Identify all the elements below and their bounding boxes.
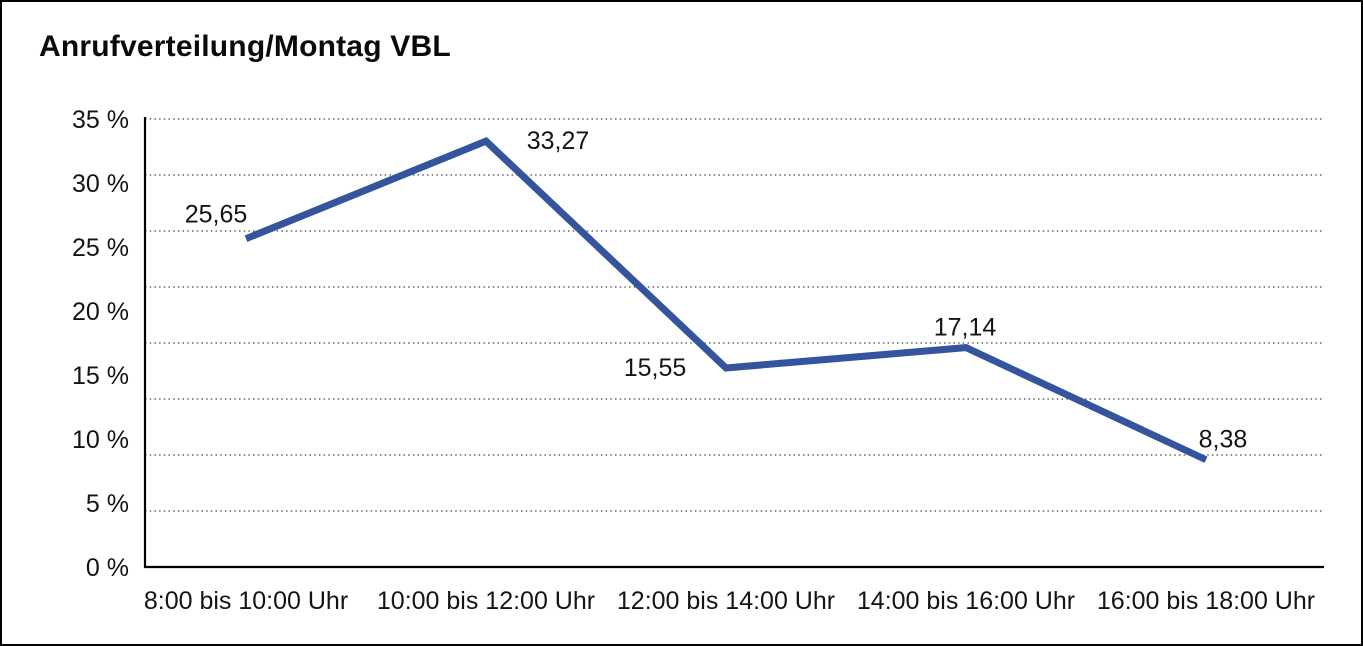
chart-title: Anrufverteilung/Montag VBL <box>39 30 451 63</box>
x-category-label: 16:00 bis 18:00 Uhr <box>1097 587 1315 615</box>
x-category-label: 10:00 bis 12:00 Uhr <box>377 587 595 615</box>
y-tick-label: 10 % <box>72 426 129 454</box>
x-category-label: 14:00 bis 16:00 Uhr <box>857 587 1075 615</box>
data-point-label: 8,38 <box>1199 426 1248 454</box>
data-point-label: 25,65 <box>185 201 248 229</box>
y-tick-label: 35 % <box>72 106 129 134</box>
y-tick-label: 15 % <box>72 362 129 390</box>
data-point-label: 33,27 <box>527 127 590 155</box>
data-series-line <box>244 137 1208 463</box>
y-tick-label: 25 % <box>72 234 129 262</box>
y-tick-label: 0 % <box>86 554 129 582</box>
data-point-label: 17,14 <box>934 314 997 342</box>
x-category-label: 8:00 bis 10:00 Uhr <box>144 587 348 615</box>
x-category-label: 12:00 bis 14:00 Uhr <box>617 587 835 615</box>
y-tick-label: 5 % <box>86 490 129 518</box>
data-point-label: 15,55 <box>624 354 687 382</box>
y-tick-label: 30 % <box>72 170 129 198</box>
y-tick-label: 20 % <box>72 298 129 326</box>
